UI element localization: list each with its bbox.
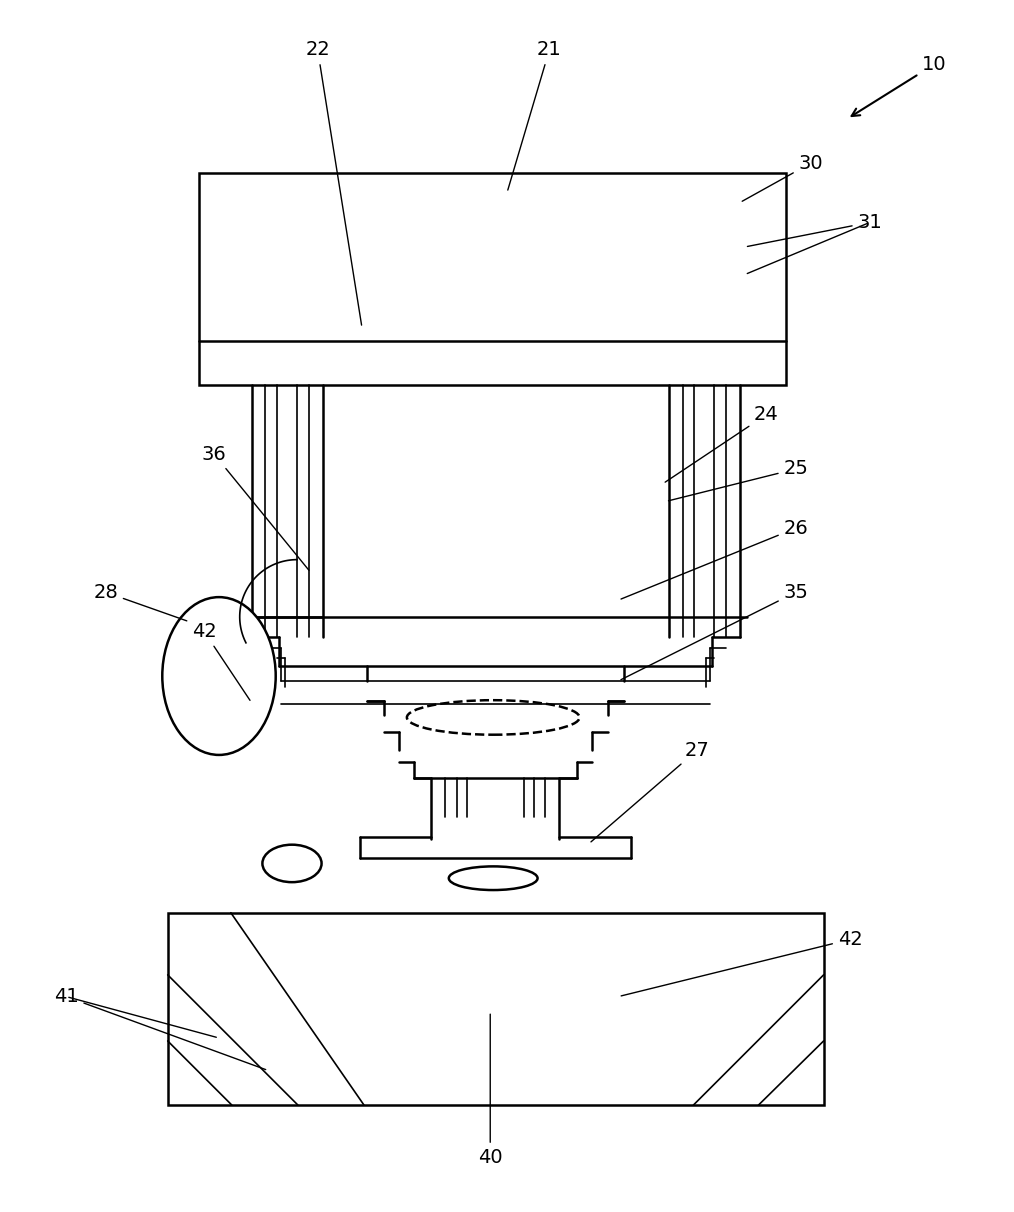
Text: 27: 27: [591, 741, 710, 842]
Text: 25: 25: [668, 459, 808, 501]
Text: 30: 30: [742, 154, 823, 201]
Text: 10: 10: [852, 55, 946, 116]
Text: 41: 41: [54, 987, 266, 1070]
Text: 31: 31: [747, 213, 882, 246]
Bar: [167, 913, 823, 1105]
Ellipse shape: [263, 845, 321, 882]
Bar: [200, 173, 786, 385]
Text: 24: 24: [665, 405, 779, 482]
Text: 26: 26: [621, 519, 808, 599]
Text: 42: 42: [622, 930, 863, 996]
Ellipse shape: [449, 867, 537, 890]
Text: 42: 42: [192, 622, 250, 701]
Text: 40: 40: [478, 1014, 503, 1167]
Ellipse shape: [162, 598, 276, 755]
Text: 22: 22: [305, 40, 362, 325]
Text: 35: 35: [621, 583, 808, 680]
Text: 36: 36: [202, 445, 309, 571]
Text: 28: 28: [93, 583, 187, 621]
Text: 21: 21: [508, 40, 562, 190]
